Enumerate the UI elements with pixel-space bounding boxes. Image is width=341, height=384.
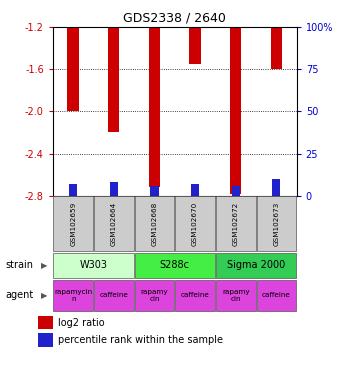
- Text: rapamycin
n: rapamycin n: [54, 289, 92, 302]
- Bar: [271, 27, 282, 69]
- Bar: [272, 179, 280, 196]
- Text: GSM102668: GSM102668: [151, 202, 158, 246]
- Text: caffeine: caffeine: [99, 293, 128, 298]
- Text: caffeine: caffeine: [262, 293, 291, 298]
- Text: GSM102672: GSM102672: [233, 202, 239, 246]
- Bar: [175, 196, 215, 251]
- Bar: [256, 196, 296, 251]
- Bar: [53, 253, 134, 278]
- Bar: [232, 186, 240, 196]
- Text: GSM102673: GSM102673: [273, 202, 279, 246]
- Bar: [110, 182, 118, 196]
- Bar: [191, 184, 199, 196]
- Bar: [216, 280, 255, 311]
- Text: GSM102664: GSM102664: [111, 202, 117, 246]
- Text: caffeine: caffeine: [181, 293, 209, 298]
- Text: rapamy
cin: rapamy cin: [222, 289, 250, 302]
- Bar: [69, 184, 77, 196]
- Bar: [135, 280, 174, 311]
- Text: agent: agent: [5, 290, 33, 301]
- Bar: [150, 186, 159, 196]
- Bar: [39, 333, 53, 347]
- Bar: [175, 280, 215, 311]
- Text: W303: W303: [79, 260, 107, 270]
- Bar: [53, 280, 93, 311]
- Bar: [68, 27, 79, 111]
- Text: GSM102670: GSM102670: [192, 202, 198, 246]
- Text: rapamy
cin: rapamy cin: [140, 289, 168, 302]
- Text: ▶: ▶: [41, 261, 48, 270]
- Title: GDS2338 / 2640: GDS2338 / 2640: [123, 11, 226, 24]
- Bar: [108, 27, 119, 132]
- Bar: [135, 196, 174, 251]
- Bar: [189, 27, 201, 64]
- Text: GSM102659: GSM102659: [70, 202, 76, 246]
- Text: S288c: S288c: [160, 260, 190, 270]
- Text: ▶: ▶: [41, 291, 48, 300]
- Bar: [53, 196, 93, 251]
- Bar: [216, 196, 255, 251]
- Bar: [256, 280, 296, 311]
- Text: log2 ratio: log2 ratio: [58, 318, 105, 328]
- Bar: [39, 316, 53, 329]
- Bar: [94, 196, 134, 251]
- Bar: [149, 27, 160, 187]
- Bar: [230, 27, 241, 194]
- Bar: [216, 253, 296, 278]
- Text: percentile rank within the sample: percentile rank within the sample: [58, 335, 223, 345]
- Bar: [135, 253, 215, 278]
- Bar: [94, 280, 134, 311]
- Text: Sigma 2000: Sigma 2000: [227, 260, 285, 270]
- Text: strain: strain: [5, 260, 33, 270]
